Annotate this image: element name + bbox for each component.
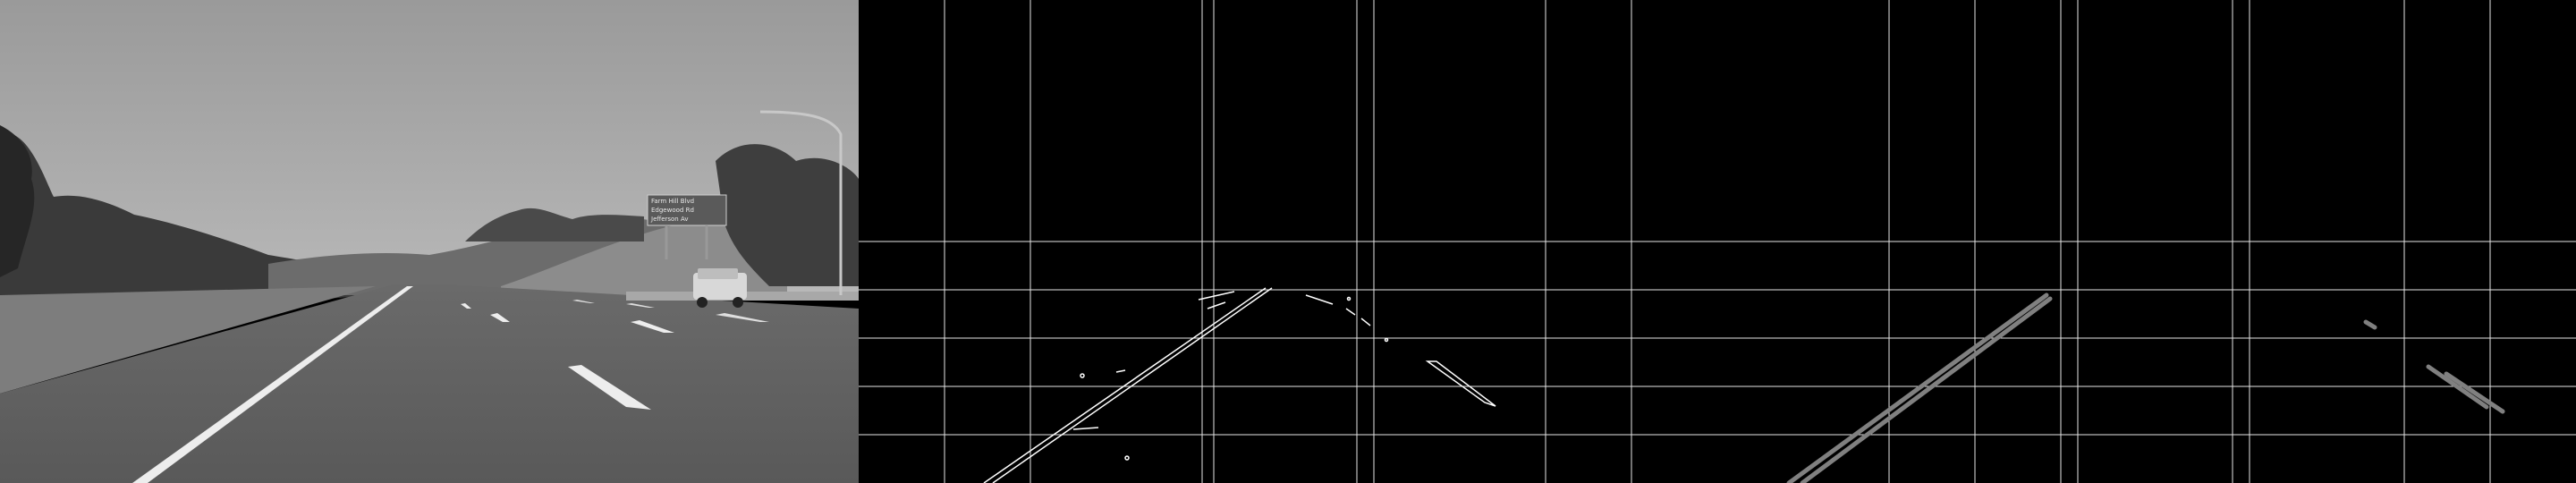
canny-edge-image [859, 0, 1717, 483]
grid-lines [1717, 0, 2576, 483]
edge-svg [859, 0, 1717, 483]
grayscale-road-photo: Farm Hill Blvd Edgewood Rd Jefferson Av [0, 0, 859, 483]
lane-edges [983, 287, 1496, 483]
dashed-lane-line [461, 303, 674, 410]
sign-line-2: Edgewood Rd [651, 207, 694, 214]
grid-lines [859, 0, 1717, 483]
left-solid-lane-line [132, 286, 413, 483]
road-photo-svg: Farm Hill Blvd Edgewood Rd Jefferson Av [0, 0, 859, 483]
street-light-pole [759, 110, 843, 295]
left-big-tree [0, 125, 35, 277]
suv-vehicle [693, 268, 747, 308]
highway-sign: Farm Hill Blvd Edgewood Rd Jefferson Av [647, 194, 727, 259]
mid-trees [465, 208, 644, 242]
far-right-dashes [572, 300, 769, 322]
detected-lane-segments [1786, 292, 2505, 483]
sign-line-1: Farm Hill Blvd [651, 198, 694, 205]
road-surface [0, 284, 859, 483]
hough-line-segments-image [1717, 0, 2576, 483]
right-trees [716, 144, 859, 286]
sign-line-3: Jefferson Av [650, 216, 689, 223]
hough-svg [1717, 0, 2576, 483]
left-shoulder [0, 286, 376, 394]
